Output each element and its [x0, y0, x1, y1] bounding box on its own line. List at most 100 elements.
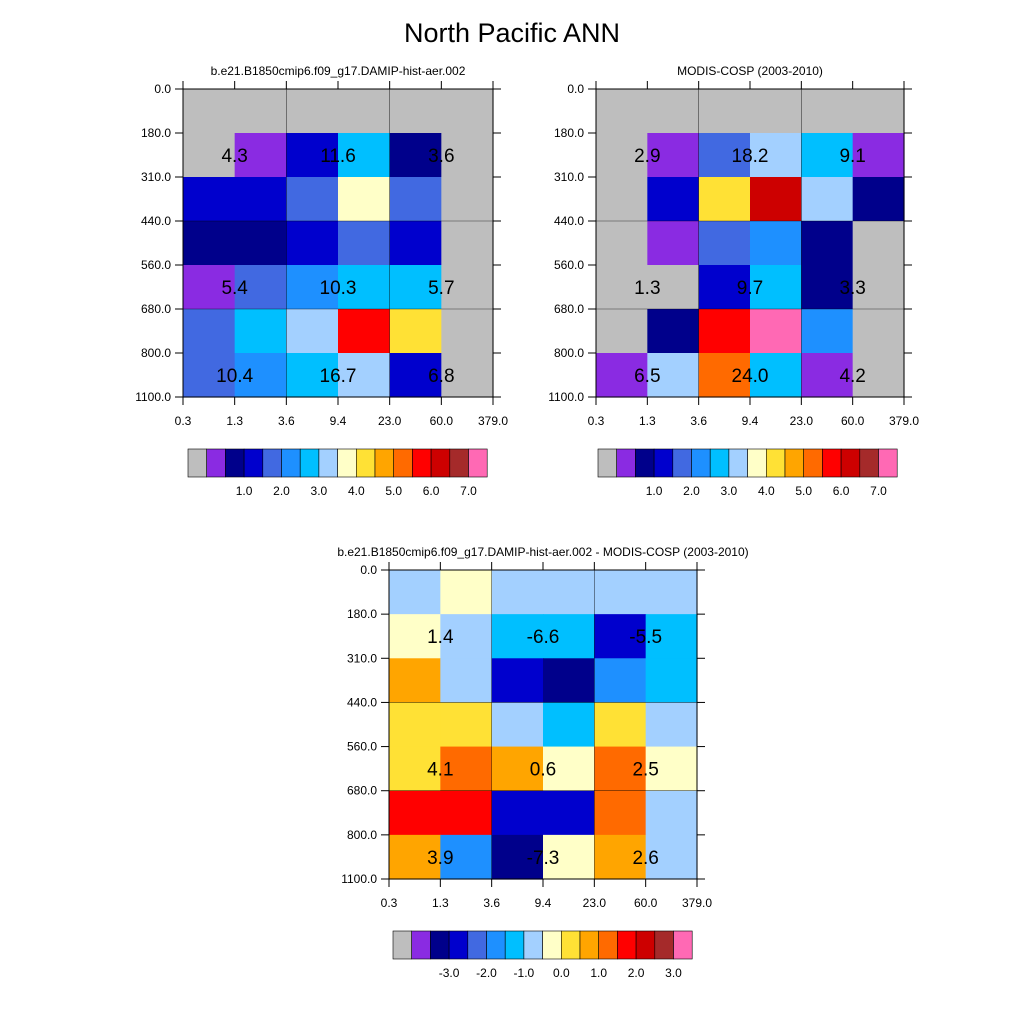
heatmap-cell: [389, 265, 442, 310]
colorbar-swatch: [653, 448, 674, 478]
colorbar-swatch: [597, 448, 618, 478]
heatmap-cell: [645, 834, 698, 880]
heatmap-cell: [491, 746, 544, 792]
heatmap-cell: [543, 790, 595, 836]
colorbar-swatch: [579, 930, 600, 960]
data-label: 6.8: [428, 366, 454, 387]
colorbar-swatch: [616, 448, 636, 478]
y-tick-label: 680.0: [554, 302, 584, 316]
heatmap-cell: [698, 265, 751, 310]
y-tick-label: 800.0: [141, 346, 171, 360]
heatmap-cell: [440, 614, 493, 659]
heatmap-cell: [852, 221, 905, 266]
heatmap-cell: [645, 570, 698, 615]
heatmap-cell: [645, 614, 698, 659]
data-label: -6.6: [527, 627, 560, 648]
heatmap-cell: [234, 353, 287, 398]
heatmap-cell: [491, 614, 544, 659]
heatmap-cell: [389, 177, 442, 222]
heatmap-cell: [389, 658, 441, 704]
data-label: 10.4: [216, 366, 253, 387]
heatmap-cell: [596, 309, 648, 354]
colorbar-label: 2.0: [273, 484, 290, 498]
y-tick-label: 440.0: [141, 214, 171, 228]
heatmap-cell: [441, 265, 494, 310]
data-label: 2.6: [632, 848, 658, 869]
x-tick-label: 23.0: [790, 414, 814, 428]
heatmap-panel-2: MODIS-COSP (2003-2010) 0.0 180.0 310.0 440.0…: [548, 64, 919, 498]
colorbar-swatch: [393, 448, 413, 478]
heatmap-cell: [389, 309, 442, 354]
y-tick-label: 800.0: [347, 828, 377, 842]
data-label: 1.4: [427, 627, 454, 648]
colorbar-swatch: [691, 448, 711, 478]
heatmap-cell: [183, 221, 236, 266]
heatmap-cell: [389, 570, 441, 615]
colorbar: 1.0 2.0 3.0 4.0 5.0 6.0 7.0: [187, 448, 488, 498]
colorbar-label: 4.0: [348, 484, 365, 498]
heatmap-cell: [440, 834, 493, 880]
y-tick-label: 310.0: [141, 170, 171, 184]
colorbar-swatch: [187, 448, 208, 478]
heatmap-cell: [234, 177, 287, 222]
colorbar-swatch: [262, 448, 282, 478]
heatmap-cell: [750, 309, 802, 354]
colorbar-swatch: [822, 448, 842, 478]
data-label: 10.3: [320, 278, 357, 299]
heatmap-cell: [645, 790, 698, 836]
heatmap-cell: [440, 746, 493, 792]
x-tick-label: 3.6: [278, 414, 295, 428]
y-tick-label: 560.0: [347, 740, 377, 754]
heatmap-cell: [596, 265, 648, 310]
colorbar-swatch: [243, 448, 264, 478]
heatmap-cell: [441, 177, 494, 222]
heatmap-cell: [750, 353, 802, 398]
heatmap-cell: [596, 177, 648, 222]
heatmap-cell: [647, 133, 700, 178]
heatmap-cell: [338, 133, 391, 178]
heatmap-cell: [596, 89, 648, 134]
data-label: 3.6: [428, 146, 454, 167]
heatmap-cell: [491, 834, 544, 880]
heatmap-cell: [852, 133, 905, 178]
heatmap-cell: [389, 614, 441, 659]
colorbar-swatch: [206, 448, 226, 478]
colorbar: 1.0 2.0 3.0 4.0 5.0 6.0 7.0: [597, 448, 898, 498]
heatmap-cell: [286, 133, 339, 178]
colorbar-swatch: [318, 448, 338, 478]
data-label: 4.3: [221, 146, 247, 167]
heatmap-cell: [338, 177, 391, 222]
colorbar-label: -2.0: [476, 966, 497, 980]
heatmap-cell: [698, 221, 751, 266]
heatmap-cell: [338, 221, 391, 266]
heatmap-cell: [596, 353, 648, 398]
colorbar-swatch: [449, 448, 469, 478]
colorbar-swatch: [560, 930, 581, 960]
colorbar-swatch: [430, 930, 450, 960]
colorbar-swatch: [765, 448, 786, 478]
heatmap-cell: [801, 309, 854, 354]
heatmap-cell: [596, 221, 648, 266]
colorbar-swatch: [225, 448, 245, 478]
x-tick-label: 0.3: [588, 414, 605, 428]
heatmap-cell: [286, 309, 339, 354]
heatmap-cell: [389, 790, 441, 836]
y-tick-label: 0.0: [360, 563, 377, 577]
heatmap-cell: [183, 133, 236, 178]
y-tick-label: 1100.0: [548, 390, 584, 404]
colorbar-label: 3.0: [721, 484, 738, 498]
colorbar-label: 2.0: [628, 966, 645, 980]
colorbar-swatch: [504, 930, 525, 960]
y-tick-label: 310.0: [554, 170, 584, 184]
colorbar: -3.0 -2.0 -1.0 0.0 1.0 2.0 3.0: [392, 930, 693, 980]
y-tick-label: 440.0: [347, 695, 377, 709]
colorbar-swatch: [467, 930, 487, 960]
data-label: 5.4: [221, 278, 248, 299]
heatmap-cell: [801, 89, 854, 134]
data-label: 24.0: [732, 366, 769, 387]
x-tick-label: 23.0: [378, 414, 402, 428]
colorbar-swatch: [468, 448, 488, 478]
heatmap-cell: [852, 177, 905, 222]
heatmap-cell: [286, 265, 339, 310]
